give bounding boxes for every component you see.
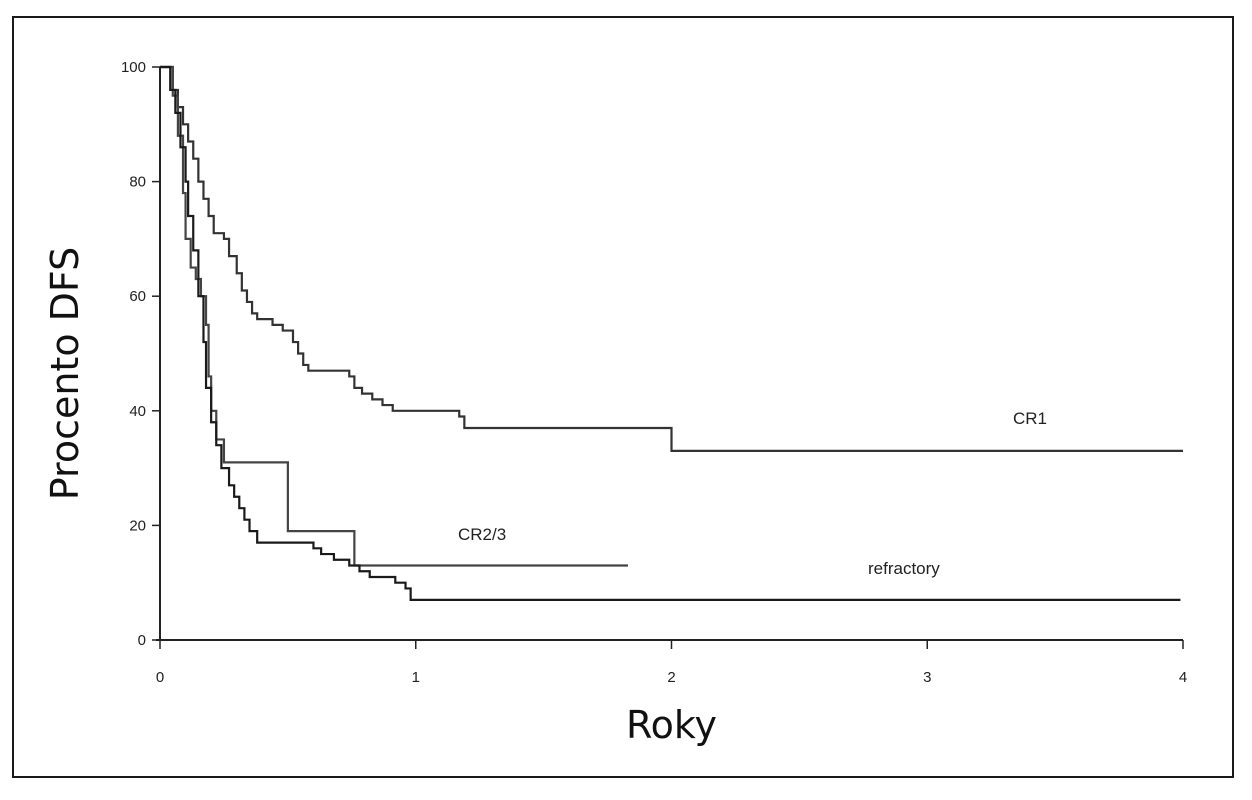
x-tick-label: 4	[1179, 669, 1187, 686]
series-label-cr1: CR1	[1013, 409, 1047, 428]
x-tick-label: 0	[156, 669, 164, 686]
x-tick-label: 3	[923, 669, 931, 686]
y-tick-label: 20	[129, 517, 146, 534]
figure-frame	[12, 16, 1234, 778]
series-line-refractory	[160, 65, 1181, 601]
y-tick-label: 100	[121, 59, 146, 76]
y-tick-label: 40	[129, 403, 146, 420]
y-tick-label: 0	[138, 632, 146, 649]
x-tick-label: 1	[412, 669, 420, 686]
series-layer	[160, 65, 1183, 601]
series-label-cr2-3: CR2/3	[458, 525, 506, 544]
series-line-cr1	[160, 65, 1183, 453]
series-label-refractory: refractory	[868, 559, 940, 578]
labels-layer: CR1 CR2/3 refractory	[458, 409, 1047, 578]
y-axis-title: Procento DFS	[43, 247, 87, 500]
axes: 0 20 40 60 80 100 0 1 2 3 4	[121, 59, 1187, 686]
y-tick-label: 80	[129, 174, 146, 191]
series-line-cr2-3	[160, 65, 629, 567]
x-tick-label: 2	[667, 669, 675, 686]
x-axis-title: Roky	[626, 703, 717, 747]
y-tick-label: 60	[129, 288, 146, 305]
